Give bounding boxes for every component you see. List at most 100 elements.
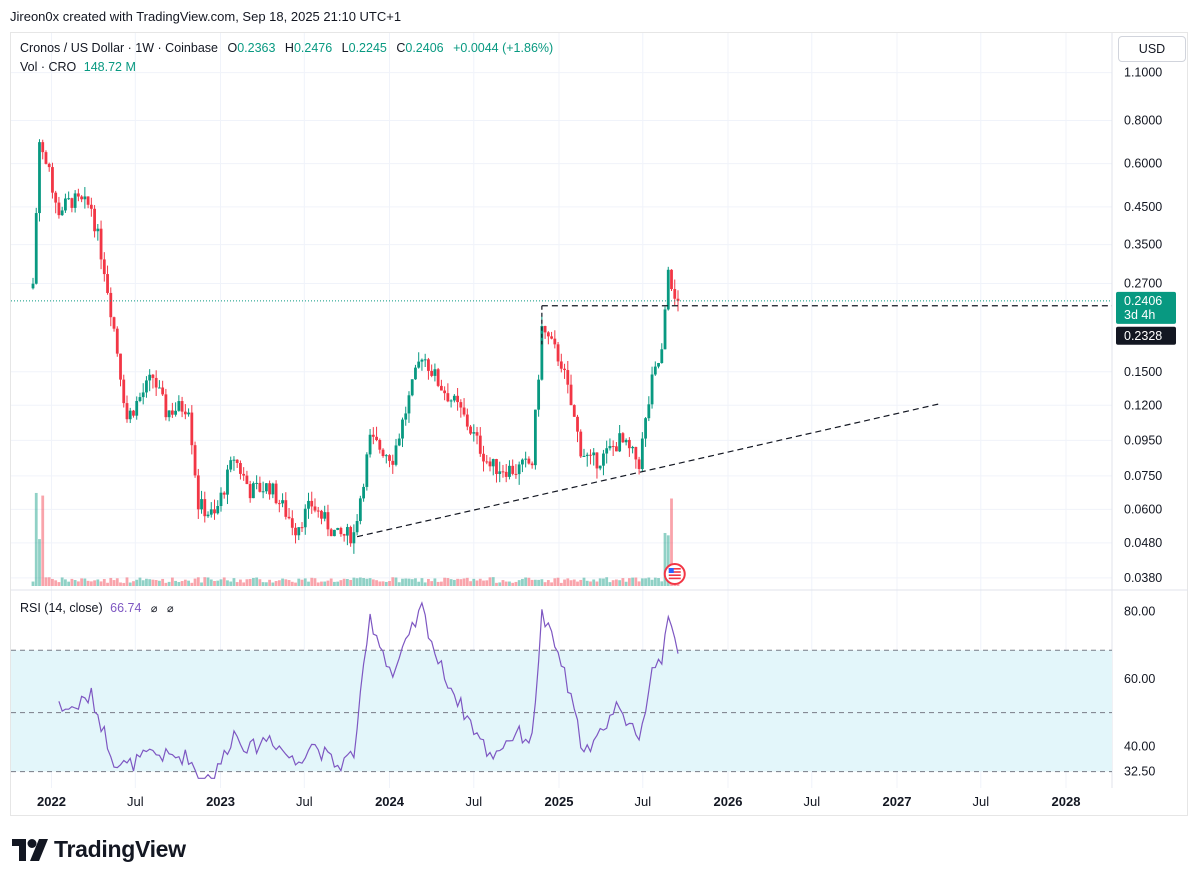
price-tick-label: 0.0380 xyxy=(1124,571,1162,585)
volume-bar xyxy=(657,578,660,586)
volume-bar xyxy=(196,577,200,586)
candle-body xyxy=(268,483,272,495)
candle-body xyxy=(316,510,320,512)
time-tick-label: Jul xyxy=(634,794,651,809)
volume-bar xyxy=(533,579,537,586)
volume-bar xyxy=(368,578,372,586)
candle-body xyxy=(452,395,456,401)
rsi-legend[interactable]: RSI (14, close) 66.74 ⌀ ⌀ xyxy=(20,601,174,615)
us-flag-canton xyxy=(668,568,674,573)
candle-body xyxy=(644,418,647,439)
candle-body xyxy=(582,456,586,458)
volume-bar xyxy=(579,579,583,586)
rsi-band xyxy=(11,650,1112,772)
candle-body xyxy=(222,492,226,495)
candle-body xyxy=(148,374,152,381)
candle-body xyxy=(235,459,239,464)
candle-body xyxy=(475,432,479,436)
candle-body xyxy=(546,332,550,337)
candle-body xyxy=(54,192,58,203)
volume-bar xyxy=(177,582,181,586)
volume-value: 148.72 M xyxy=(83,60,136,74)
currency-button[interactable]: USD xyxy=(1118,36,1186,62)
volume-bar xyxy=(213,580,216,586)
chart-frame[interactable] xyxy=(10,32,1188,816)
candle-body xyxy=(459,402,463,408)
volume-bar xyxy=(141,580,145,586)
time-tick-label: 2028 xyxy=(1052,794,1081,809)
time-tick-label: 2026 xyxy=(714,794,743,809)
volume-bar xyxy=(44,577,48,586)
rsi-settings-icon[interactable]: ⌀ xyxy=(167,603,174,615)
volume-bar xyxy=(647,577,651,586)
volume-bar xyxy=(482,580,485,586)
candle-body xyxy=(290,518,294,528)
candle-body xyxy=(524,458,528,460)
candle-body xyxy=(51,167,54,193)
tradingview-logo[interactable]: TradingView xyxy=(12,836,186,863)
volume-bar xyxy=(119,582,122,586)
volume-bar xyxy=(446,578,450,586)
us-flag-stripe xyxy=(668,577,681,580)
price-tick-label: 0.0950 xyxy=(1124,433,1162,447)
symbol-legend[interactable]: Cronos / US Dollar · 1W · Coinbase O0.23… xyxy=(20,41,553,55)
candle-body xyxy=(543,326,547,333)
candle-body xyxy=(128,410,132,420)
volume-bar xyxy=(504,581,508,586)
candle-body xyxy=(196,475,200,510)
volume-bar xyxy=(550,582,553,586)
volume-bar xyxy=(102,579,106,586)
volume-legend[interactable]: Vol · CRO 148.72 M xyxy=(20,60,136,74)
volume-bar xyxy=(585,580,589,586)
symbol-title[interactable]: Cronos / US Dollar · 1W · Coinbase xyxy=(20,41,218,55)
price-tick-label: 0.1500 xyxy=(1124,365,1162,379)
volume-bar xyxy=(566,578,570,586)
open-value: 0.2363 xyxy=(237,41,276,55)
candle-body xyxy=(394,445,398,465)
candle-body xyxy=(446,393,450,402)
candle-body xyxy=(355,521,359,533)
volume-bar xyxy=(394,577,398,586)
volume-bar xyxy=(180,581,184,586)
volume-bar xyxy=(556,577,560,586)
candle-body xyxy=(673,289,677,299)
candle-body xyxy=(533,409,537,466)
us-flag-stripe xyxy=(668,574,681,576)
candle-body xyxy=(96,228,100,232)
us-flag-icon[interactable] xyxy=(663,563,686,585)
candle-body xyxy=(605,448,609,454)
level-price-tag xyxy=(1116,326,1176,345)
volume-bar xyxy=(358,577,362,586)
volume-bar xyxy=(258,579,262,586)
candle-body xyxy=(352,532,356,544)
candle-body xyxy=(653,366,657,375)
rsi-hide-icon[interactable]: ⌀ xyxy=(150,603,158,615)
volume-bar xyxy=(475,580,479,586)
candle-body xyxy=(391,460,395,465)
volume-bar xyxy=(76,581,80,586)
candle-body xyxy=(427,359,430,371)
ascending-trendline[interactable] xyxy=(356,403,939,538)
volume-bar xyxy=(563,579,566,586)
volume-bar xyxy=(462,578,466,586)
candle-body xyxy=(64,198,67,211)
volume-bar xyxy=(592,579,596,586)
volume-bar xyxy=(530,579,534,586)
candle-body xyxy=(430,370,434,376)
volume-bar xyxy=(310,577,314,586)
candle-body xyxy=(333,529,336,537)
volume-bar xyxy=(670,498,673,586)
candle-body xyxy=(112,317,116,329)
volume-bar xyxy=(300,579,304,586)
volume-bar xyxy=(423,582,427,586)
volume-bar xyxy=(521,578,524,586)
candle-body xyxy=(627,439,631,449)
volume-bar xyxy=(89,581,93,586)
candle-body xyxy=(404,413,408,420)
candle-body xyxy=(556,344,560,362)
candle-body xyxy=(251,483,255,499)
volume-bar xyxy=(653,577,657,586)
volume-bar xyxy=(161,578,165,586)
candle-body xyxy=(232,459,236,461)
